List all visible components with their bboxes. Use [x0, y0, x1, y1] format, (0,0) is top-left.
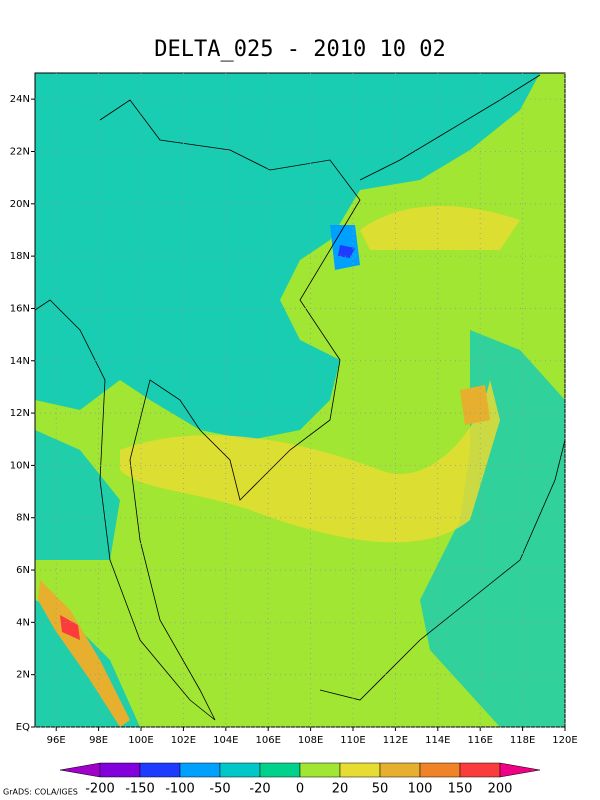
colorbar-swatch [459, 762, 501, 778]
colorbar-label: -100 [165, 782, 195, 797]
field-patch [35, 73, 540, 440]
field-patch [35, 430, 120, 560]
colorbar-swatch [59, 762, 101, 778]
field-patch [60, 615, 80, 640]
y-tick-label: 18N [10, 251, 30, 262]
x-tick-label: 98E [89, 735, 108, 746]
colorbar-swatch [219, 762, 261, 778]
x-tick-label: 102E [171, 735, 196, 746]
y-tick-label: 14N [10, 356, 30, 367]
colorbar-label: -200 [85, 782, 115, 797]
colorbar-swatch [139, 762, 181, 778]
colorbar-swatch [299, 762, 341, 778]
field-patch [420, 330, 565, 727]
colorbar-swatch [179, 762, 221, 778]
footer: GrADS: COLA/IGES [3, 788, 78, 797]
coastline [34, 99, 361, 721]
colorbar-swatch [339, 762, 381, 778]
y-tick-label: 24N [10, 94, 30, 105]
coastline [319, 439, 566, 701]
x-tick-label: 116E [467, 735, 492, 746]
colorbar-label: 100 [408, 782, 433, 797]
y-tick-label: 2N [16, 670, 30, 681]
colorbar-label: 200 [488, 782, 513, 797]
y-tick-label: 8N [16, 513, 30, 524]
y-tick-label: EQ [16, 722, 30, 733]
x-tick-label: 108E [298, 735, 323, 746]
colorbar-swatch [99, 762, 141, 778]
x-tick-label: 112E [383, 735, 408, 746]
colorbar-label: 20 [332, 782, 349, 797]
colorbar-label: -20 [249, 782, 270, 797]
field-patch [338, 245, 355, 258]
y-tick-label: 22N [10, 146, 30, 157]
colorbar-label: -150 [125, 782, 155, 797]
y-tick-label: 16N [10, 303, 30, 314]
colorbar-swatch [419, 762, 461, 778]
x-tick-label: 120E [552, 735, 577, 746]
coastline [359, 74, 541, 181]
x-tick-label: 104E [213, 735, 238, 746]
x-tick-label: 114E [425, 735, 450, 746]
y-tick-label: 10N [10, 460, 30, 471]
colorbar-label: 150 [448, 782, 473, 797]
field-patch [360, 206, 520, 250]
colorbar-swatch [259, 762, 301, 778]
x-tick-label: 106E [255, 735, 280, 746]
y-tick-label: 6N [16, 565, 30, 576]
field-patch [460, 385, 490, 425]
colorbar-label: 50 [372, 782, 389, 797]
colorbar-swatch [379, 762, 421, 778]
y-tick-label: 12N [10, 408, 30, 419]
y-tick-label: 20N [10, 199, 30, 210]
x-tick-label: 110E [340, 735, 365, 746]
colorbar-swatch [499, 762, 541, 778]
field-patch [120, 380, 500, 543]
x-tick-label: 118E [510, 735, 535, 746]
y-tick-label: 4N [16, 617, 30, 628]
x-tick-label: 100E [128, 735, 153, 746]
colorbar-label: 0 [296, 782, 304, 797]
x-tick-label: 96E [47, 735, 66, 746]
colorbar-label: -50 [209, 782, 230, 797]
map-title: DELTA_025 - 2010 10 02 [154, 37, 445, 62]
field [34, 73, 566, 727]
